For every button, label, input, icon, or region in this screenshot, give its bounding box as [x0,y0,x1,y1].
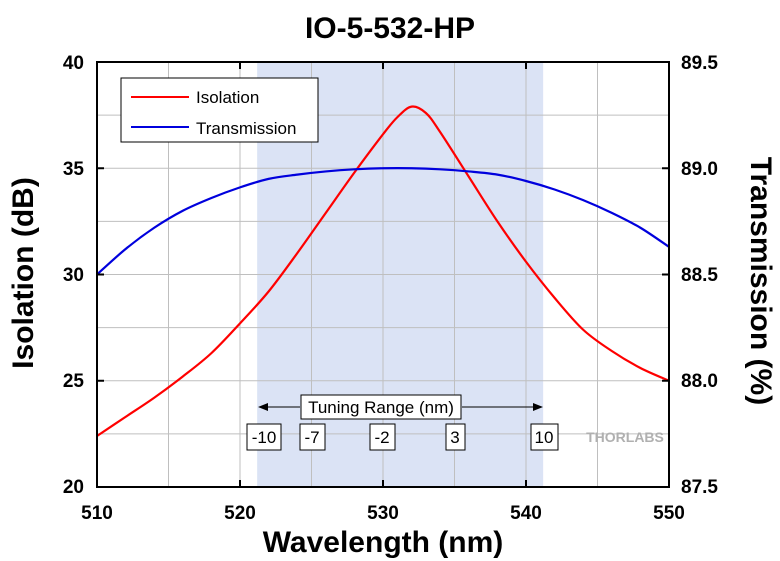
x-tick-label: 510 [81,503,113,524]
y-right-tick-label: 88.5 [681,265,718,286]
y-left-tick-label: 40 [63,53,84,74]
x-tick-label: 550 [653,503,685,524]
tuning-range-label: Tuning Range (nm) [308,398,454,417]
y-right-tick-label: 89.5 [681,53,718,74]
thorlabs-logo: THORLABS [586,429,664,445]
y-left-tick-label: 35 [63,159,85,180]
legend-label-transmission: Transmission [196,119,296,138]
y-axis-right-label: Transmission (%) [744,157,777,405]
tuning-mark-label: -7 [304,428,319,447]
tuning-mark-box [299,423,326,451]
legend: Isolation Transmission [120,77,319,143]
y-right-tick-labels: 87.5 88.0 88.5 89.0 89.5 [681,53,718,498]
y-right-tick-label: 89.0 [681,159,718,180]
y-axis-left-label: Isolation (dB) [7,177,40,369]
tuning-range-label-box [300,394,462,420]
tuning-marks: -10 -7 -2 3 10 [246,423,559,451]
legend-box [120,77,319,143]
y-right-tick-label: 87.5 [681,477,718,498]
y-left-tick-label: 25 [63,371,85,392]
tuning-mark-label: -2 [374,428,389,447]
y-left-tick-label: 20 [63,477,84,498]
x-tick-label: 530 [367,503,399,524]
x-tick-label: 540 [510,503,542,524]
x-tick-labels: 510 520 530 540 550 [81,503,685,524]
tuning-mark-label: 10 [535,428,554,447]
series-line-isolation [96,105,670,437]
y-left-tick-label: 30 [63,265,84,286]
tuning-mark-box [369,423,396,451]
tuning-mark-box [530,423,559,451]
ticks [96,61,670,488]
x-tick-label: 520 [224,503,256,524]
chart-title: IO-5-532-HP [305,12,475,45]
x-axis-label: Wavelength (nm) [263,526,504,559]
tuning-mark-box [445,423,466,451]
series-layer [96,105,670,437]
arrow-left-icon [258,403,268,411]
legend-label-isolation: Isolation [196,88,259,107]
tuning-mark-label: -10 [252,428,277,447]
series-line-transmission [96,167,670,276]
tuning-mark-box [246,423,282,451]
arrow-right-icon [533,403,543,411]
tuning-range-annotation: Tuning Range (nm) [258,394,543,420]
y-right-tick-label: 88.0 [681,371,718,392]
tuning-mark-label: 3 [450,428,459,447]
y-left-tick-labels: 20 25 30 35 40 [63,53,85,498]
